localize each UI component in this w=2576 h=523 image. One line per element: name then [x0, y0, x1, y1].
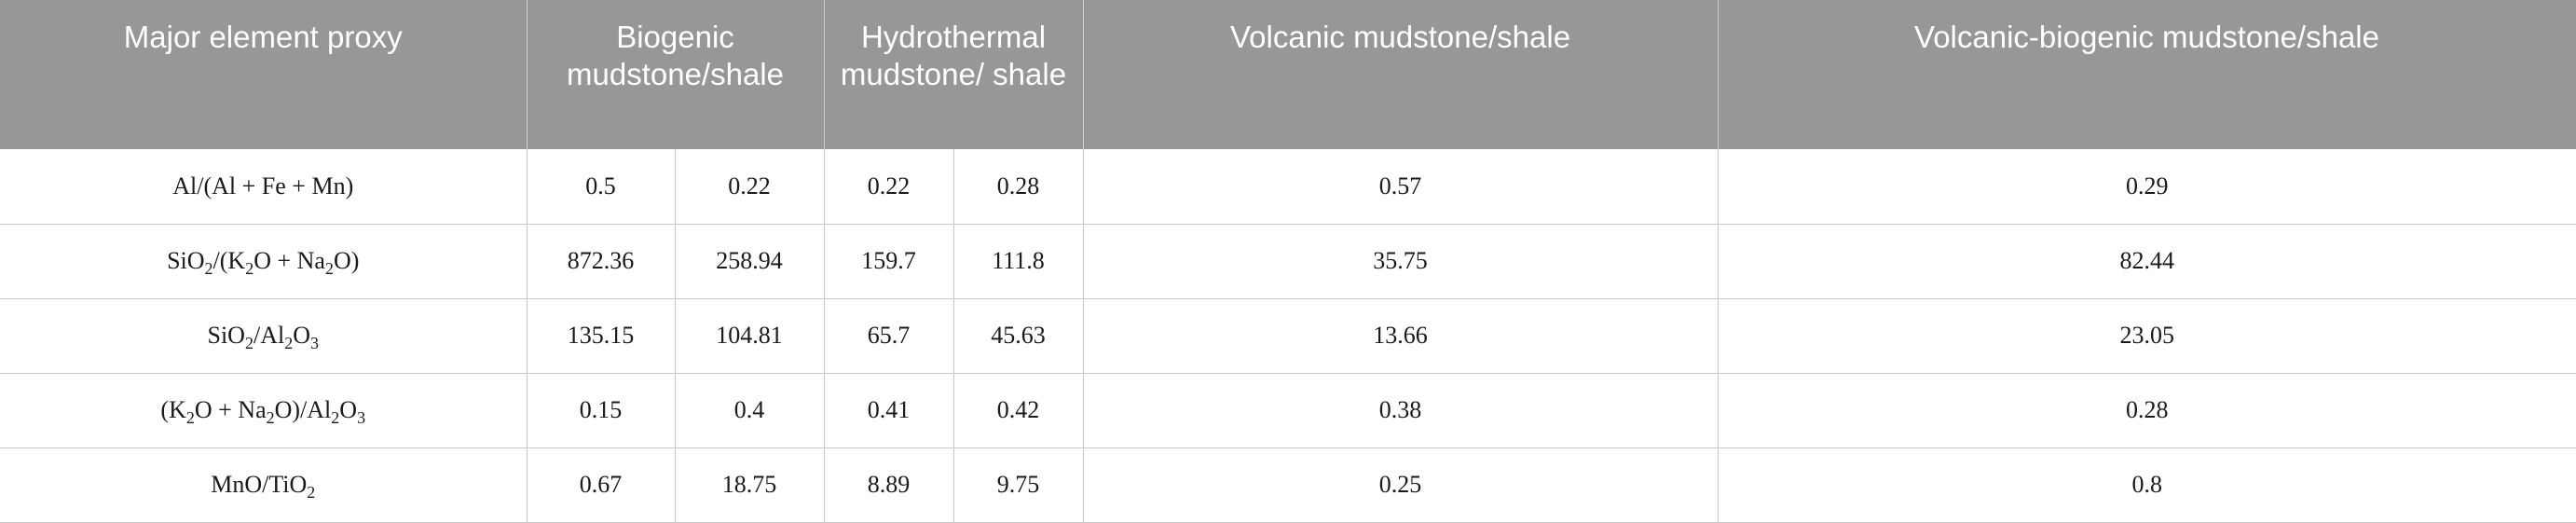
- value-cell: 0.25: [1082, 447, 1719, 523]
- value-cell: 0.5: [526, 149, 676, 225]
- value-cell: 0.8: [1717, 447, 2576, 523]
- value-cell: 82.44: [1717, 223, 2576, 299]
- header-biogenic: Biogenic mudstone/shale: [526, 0, 825, 149]
- proxy-cell: MnO/TiO2: [0, 447, 528, 523]
- proxy-cell: SiO2/(K2O + Na2O): [0, 223, 528, 299]
- header-major-element-proxy: Major element proxy: [0, 0, 528, 149]
- table-row: SiO2/Al2O3 135.15 104.81 65.7 45.63 13.6…: [0, 297, 2576, 374]
- value-cell: 135.15: [526, 297, 676, 374]
- table-row: MnO/TiO2 0.67 18.75 8.89 9.75 0.25 0.8: [0, 447, 2576, 523]
- value-cell: 0.28: [952, 149, 1084, 225]
- value-cell: 0.4: [674, 372, 825, 448]
- value-cell: 65.7: [823, 297, 954, 374]
- value-cell: 258.94: [674, 223, 825, 299]
- value-cell: 0.67: [526, 447, 676, 523]
- value-cell: 45.63: [952, 297, 1084, 374]
- value-cell: 0.28: [1717, 372, 2576, 448]
- header-volcanic-biogenic: Volcanic-biogenic mudstone/shale: [1717, 0, 2576, 149]
- value-cell: 23.05: [1717, 297, 2576, 374]
- table-row: (K2O + Na2O)/Al2O3 0.15 0.4 0.41 0.42 0.…: [0, 372, 2576, 448]
- table-row: Al/(Al + Fe + Mn) 0.5 0.22 0.22 0.28 0.5…: [0, 149, 2576, 225]
- value-cell: 8.89: [823, 447, 954, 523]
- header-volcanic: Volcanic mudstone/shale: [1082, 0, 1719, 149]
- table-row: SiO2/(K2O + Na2O) 872.36 258.94 159.7 11…: [0, 223, 2576, 299]
- header-hydrothermal: Hydrothermal mudstone/ shale: [823, 0, 1084, 149]
- value-cell: 35.75: [1082, 223, 1719, 299]
- value-cell: 0.22: [674, 149, 825, 225]
- proxy-cell: SiO2/Al2O3: [0, 297, 528, 374]
- value-cell: 0.42: [952, 372, 1084, 448]
- value-cell: 13.66: [1082, 297, 1719, 374]
- proxy-cell: Al/(Al + Fe + Mn): [0, 149, 528, 225]
- value-cell: 0.38: [1082, 372, 1719, 448]
- value-cell: 104.81: [674, 297, 825, 374]
- header-row: Major element proxy Biogenic mudstone/sh…: [0, 0, 2576, 149]
- value-cell: 0.41: [823, 372, 954, 448]
- value-cell: 872.36: [526, 223, 676, 299]
- value-cell: 0.22: [823, 149, 954, 225]
- value-cell: 0.29: [1717, 149, 2576, 225]
- value-cell: 18.75: [674, 447, 825, 523]
- value-cell: 0.15: [526, 372, 676, 448]
- proxy-cell: (K2O + Na2O)/Al2O3: [0, 372, 528, 448]
- value-cell: 9.75: [952, 447, 1084, 523]
- value-cell: 0.57: [1082, 149, 1719, 225]
- value-cell: 159.7: [823, 223, 954, 299]
- value-cell: 111.8: [952, 223, 1084, 299]
